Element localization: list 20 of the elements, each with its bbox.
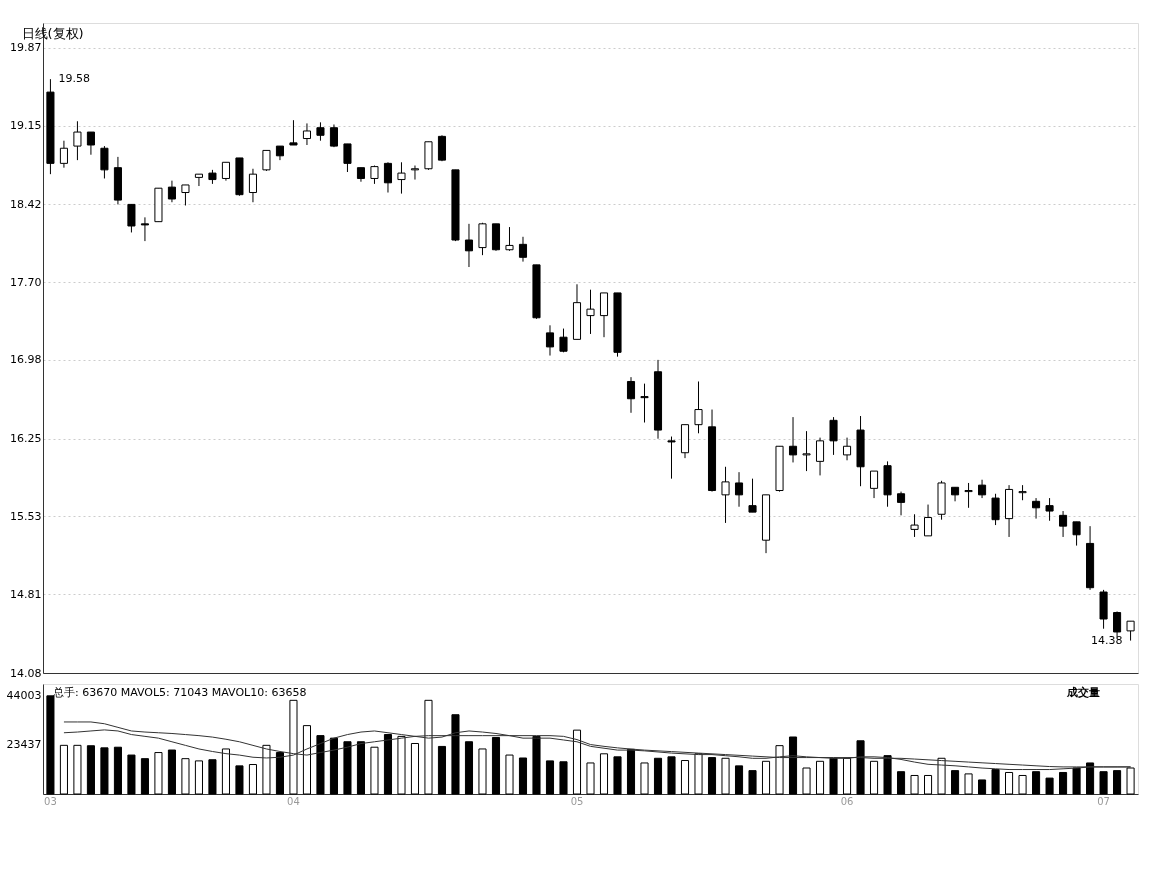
y-tick-label: 19.15	[10, 119, 42, 133]
y-tick-label: 14.81	[10, 587, 42, 601]
y-tick-label: 16.25	[10, 432, 42, 446]
x-tick-label: 05	[570, 795, 584, 807]
y-tick-label: 15.53	[10, 509, 42, 523]
y-tick-label: 23437	[6, 737, 42, 751]
x-tick-label: 07	[1097, 795, 1110, 807]
y-tick-label: 18.42	[10, 197, 42, 211]
annotation: 成交量	[1065, 686, 1100, 699]
annotation: 19.58	[58, 72, 90, 86]
annotation: 14.38	[1091, 633, 1123, 647]
y-tick-label: 16.98	[10, 353, 42, 367]
y-tick-label: 19.87	[10, 41, 42, 55]
x-tick-label: 03	[44, 795, 57, 807]
y-tick-label: 17.70	[10, 275, 42, 289]
y-tick-label: 14.08	[10, 666, 42, 680]
y-tick-label: 44003	[6, 689, 42, 703]
x-tick-label: 04	[287, 795, 300, 807]
annotation: 总手: 63670 MAVOL5: 71043 MAVOL10: 63658	[52, 686, 307, 699]
x-tick-label: 06	[840, 795, 854, 807]
